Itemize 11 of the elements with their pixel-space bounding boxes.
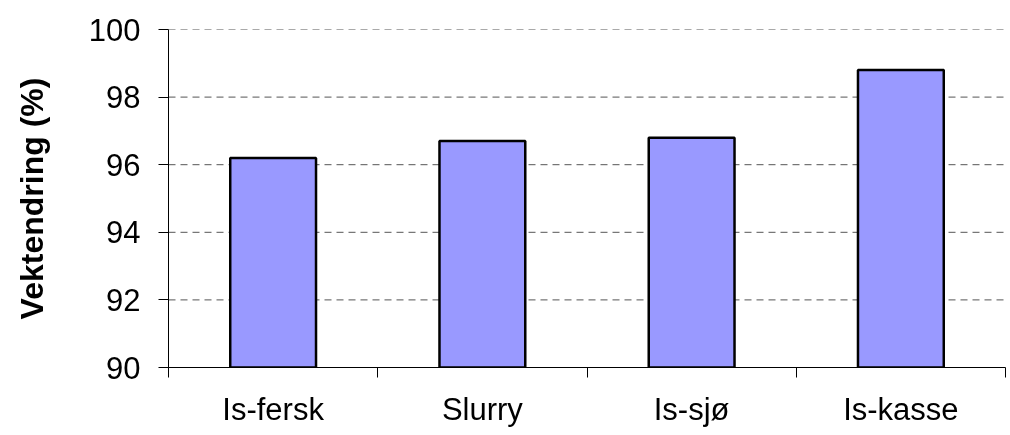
x-tick-label: Is-sjø (653, 391, 730, 427)
y-tick-label: 94 (106, 215, 141, 251)
y-tick-label: 92 (106, 282, 141, 318)
y-tick-label: 98 (106, 80, 141, 116)
y-tick-label: 90 (106, 350, 141, 386)
y-tick-label: 96 (106, 147, 141, 183)
x-tick-label: Slurry (441, 391, 524, 427)
y-tick-label: 100 (88, 12, 141, 48)
y-axis-title: Vektendring (%) (13, 77, 50, 320)
x-tick-label: Is-fersk (222, 391, 325, 427)
x-tick-label: Is-kasse (843, 391, 959, 427)
